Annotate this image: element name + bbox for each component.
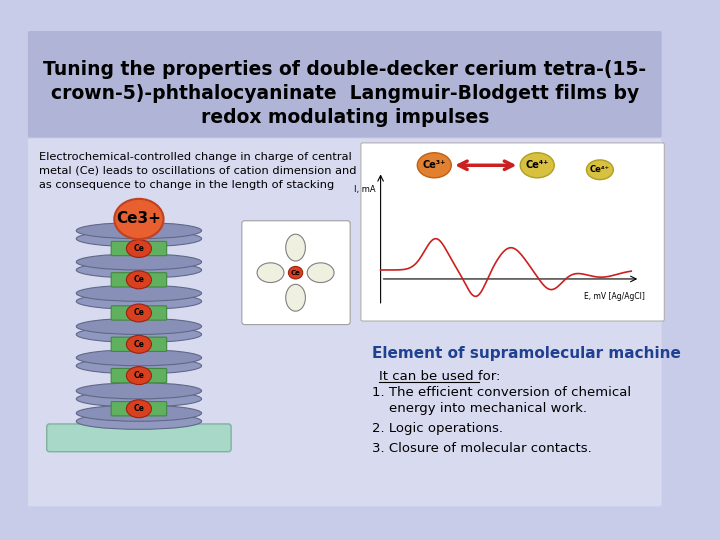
FancyBboxPatch shape xyxy=(242,221,350,325)
Text: energy into mechanical work.: energy into mechanical work. xyxy=(372,402,587,415)
Text: Ce: Ce xyxy=(133,340,145,349)
Ellipse shape xyxy=(521,153,554,178)
Text: Ce3+: Ce3+ xyxy=(117,212,161,226)
Ellipse shape xyxy=(127,400,151,417)
Ellipse shape xyxy=(76,357,202,374)
FancyBboxPatch shape xyxy=(361,143,665,321)
Ellipse shape xyxy=(76,319,202,334)
Text: Ce³⁺: Ce³⁺ xyxy=(423,160,446,170)
Ellipse shape xyxy=(76,413,202,429)
FancyBboxPatch shape xyxy=(111,402,166,416)
Ellipse shape xyxy=(114,199,163,239)
Text: 3. Closure of molecular contacts.: 3. Closure of molecular contacts. xyxy=(372,442,591,455)
Text: E, mV [Ag/AgCl]: E, mV [Ag/AgCl] xyxy=(584,292,644,301)
Ellipse shape xyxy=(286,234,305,261)
Text: It can be used for:: It can be used for: xyxy=(379,370,500,383)
FancyBboxPatch shape xyxy=(111,306,166,320)
FancyBboxPatch shape xyxy=(111,368,166,383)
Ellipse shape xyxy=(76,222,202,239)
Text: 2. Logic operations.: 2. Logic operations. xyxy=(372,422,503,435)
Text: Electrochemical-controlled change in charge of central
metal (Ce) leads to oscil: Electrochemical-controlled change in cha… xyxy=(39,152,356,190)
FancyBboxPatch shape xyxy=(111,337,166,352)
Text: Ce: Ce xyxy=(133,244,145,253)
Ellipse shape xyxy=(127,271,151,289)
Text: Ce⁴⁺: Ce⁴⁺ xyxy=(526,160,549,170)
Ellipse shape xyxy=(76,350,202,366)
Ellipse shape xyxy=(127,304,151,322)
Text: 1. The efficient conversion of chemical: 1. The efficient conversion of chemical xyxy=(372,386,631,400)
Ellipse shape xyxy=(76,405,202,421)
Text: Tuning the properties of double-decker cerium tetra-(15-: Tuning the properties of double-decker c… xyxy=(43,59,647,79)
FancyBboxPatch shape xyxy=(47,424,231,451)
FancyBboxPatch shape xyxy=(28,138,662,507)
FancyBboxPatch shape xyxy=(111,273,166,287)
Ellipse shape xyxy=(76,391,202,407)
FancyBboxPatch shape xyxy=(28,31,662,138)
Ellipse shape xyxy=(76,254,202,270)
Text: redox modulating impulses: redox modulating impulses xyxy=(201,108,489,127)
Text: Ce: Ce xyxy=(291,269,300,276)
Ellipse shape xyxy=(286,285,305,311)
Text: Ce⁴⁺: Ce⁴⁺ xyxy=(590,165,610,174)
FancyBboxPatch shape xyxy=(111,241,166,255)
Text: Ce: Ce xyxy=(133,308,145,318)
Ellipse shape xyxy=(76,383,202,399)
Ellipse shape xyxy=(76,326,202,342)
Ellipse shape xyxy=(76,262,202,278)
Text: Ce: Ce xyxy=(133,371,145,380)
Text: Element of supramolecular machine: Element of supramolecular machine xyxy=(372,346,680,361)
Ellipse shape xyxy=(76,231,202,247)
Text: Ce: Ce xyxy=(133,404,145,413)
Text: Ce: Ce xyxy=(133,275,145,285)
Ellipse shape xyxy=(307,263,334,282)
Ellipse shape xyxy=(289,266,302,279)
Ellipse shape xyxy=(76,285,202,301)
Ellipse shape xyxy=(127,367,151,384)
Ellipse shape xyxy=(76,293,202,309)
Ellipse shape xyxy=(127,240,151,258)
Text: crown-5)-phthalocyaninate  Langmuir-Blodgett films by: crown-5)-phthalocyaninate Langmuir-Blodg… xyxy=(50,84,639,103)
Ellipse shape xyxy=(418,153,451,178)
Text: I, mA: I, mA xyxy=(354,185,376,194)
Ellipse shape xyxy=(587,160,613,180)
Ellipse shape xyxy=(257,263,284,282)
Ellipse shape xyxy=(127,335,151,353)
